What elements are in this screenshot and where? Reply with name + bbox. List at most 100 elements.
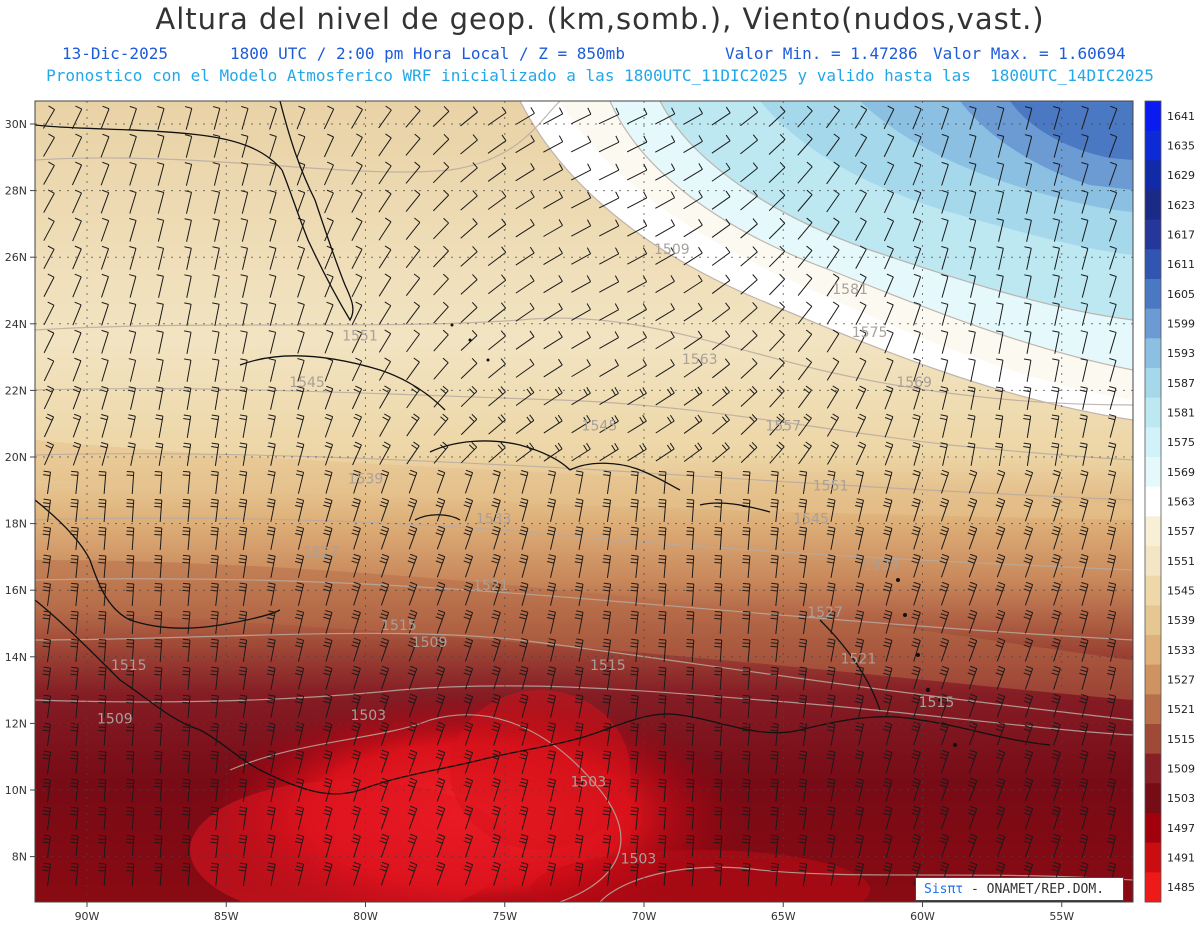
- wind-barb: [1107, 638, 1117, 662]
- wind-barb: [855, 413, 867, 438]
- wind-barb: [883, 554, 893, 578]
- wind-barb: [515, 107, 535, 126]
- wind-barb: [463, 833, 474, 858]
- wind-barb: [72, 245, 82, 270]
- wind-barb: [210, 666, 219, 690]
- wind-barb: [1023, 805, 1034, 830]
- wind-barb: [883, 862, 893, 886]
- wind-barb: [996, 302, 1004, 326]
- contour-label: 1503: [350, 708, 386, 724]
- wind-barb: [101, 273, 109, 298]
- wind-barb: [460, 357, 478, 379]
- wind-barb: [798, 554, 808, 578]
- wind-barb: [884, 357, 894, 382]
- wind-barb: [714, 555, 723, 579]
- wind-barb: [742, 638, 751, 663]
- wind-barb: [630, 554, 639, 578]
- contour-label: 1515: [381, 618, 417, 634]
- contour-label: 1515: [111, 658, 147, 674]
- wind-barb: [602, 778, 612, 802]
- wind-barb: [1108, 133, 1118, 158]
- wind-barb: [911, 749, 921, 774]
- wind-barb: [463, 637, 474, 662]
- wind-barb: [712, 358, 731, 379]
- wind-barb: [570, 163, 592, 181]
- colorbar-swatch: [1145, 575, 1161, 606]
- wind-barb: [72, 413, 82, 438]
- wind-barb: [435, 693, 446, 718]
- wind-barb: [797, 133, 813, 156]
- wind-barb: [210, 862, 219, 886]
- wind-barb: [602, 862, 612, 886]
- wind-barb: [655, 135, 676, 153]
- wind-barb: [240, 246, 249, 270]
- wind-barb: [98, 862, 107, 887]
- wind-barb: [855, 329, 867, 354]
- wind-barb: [627, 415, 647, 434]
- wind-barb: [911, 581, 921, 606]
- wind-barb: [379, 833, 390, 858]
- wind-barb: [574, 806, 584, 830]
- lon-label: 90W: [75, 910, 100, 923]
- wind-barb: [742, 470, 751, 495]
- wind-barb: [1052, 330, 1060, 354]
- wind-barb: [854, 694, 864, 718]
- wind-barb: [995, 637, 1006, 662]
- wind-barb: [98, 470, 107, 495]
- wind-barb: [379, 637, 390, 662]
- wind-barb: [70, 470, 79, 494]
- wind-barb: [883, 610, 893, 634]
- wind-barb: [742, 526, 751, 551]
- contour-label: 1551: [813, 478, 849, 494]
- wind-barb: [407, 777, 418, 802]
- wind-barb: [351, 105, 363, 129]
- wind-barb: [435, 497, 446, 522]
- wind-barb: [711, 106, 731, 126]
- wind-barb: [939, 525, 950, 550]
- wind-barb: [379, 581, 390, 606]
- wind-barb: [463, 497, 474, 522]
- contour-label: 1575: [852, 325, 888, 341]
- wind-barb: [463, 665, 474, 690]
- wind-barb: [855, 301, 867, 325]
- wind-barb: [941, 161, 949, 186]
- wind-barb: [184, 218, 192, 242]
- wind-barb: [798, 498, 808, 522]
- wind-barb: [883, 133, 895, 158]
- wind-barb: [742, 862, 751, 887]
- wind-barb: [1023, 609, 1034, 634]
- wind-barb: [519, 862, 529, 886]
- contour-label: 1581: [832, 282, 868, 298]
- wind-barb: [571, 219, 592, 237]
- wind-barb: [599, 247, 620, 265]
- wind-barb: [571, 303, 591, 321]
- wind-barb: [599, 219, 620, 237]
- wind-barb: [1079, 610, 1089, 634]
- wind-barb: [967, 777, 978, 802]
- wind-barb: [184, 106, 193, 130]
- wind-barb: [826, 498, 836, 522]
- wind-barb: [460, 441, 478, 464]
- wind-barb: [352, 413, 362, 438]
- wind-barb: [210, 582, 219, 606]
- wind-barb: [1107, 610, 1117, 634]
- wind-barb: [101, 329, 109, 354]
- wind-barb: [70, 554, 79, 578]
- wind-barb: [519, 750, 529, 774]
- wind-barb: [714, 527, 723, 551]
- contour-label: 1533: [476, 512, 512, 528]
- colorbar-swatch: [1145, 279, 1161, 310]
- wind-barb: [854, 105, 868, 129]
- wind-barb: [154, 779, 163, 803]
- wind-barb: [658, 526, 667, 551]
- wind-barb: [1079, 638, 1089, 662]
- wind-barb: [546, 526, 556, 550]
- wind-barb: [1052, 469, 1061, 494]
- wind-barb: [379, 693, 390, 718]
- colorbar-swatch: [1145, 783, 1161, 814]
- wind-barb: [571, 247, 592, 265]
- wind-barb: [324, 161, 334, 186]
- wind-barb: [240, 302, 248, 326]
- wind-barb: [515, 218, 535, 238]
- wind-barb: [1080, 246, 1089, 270]
